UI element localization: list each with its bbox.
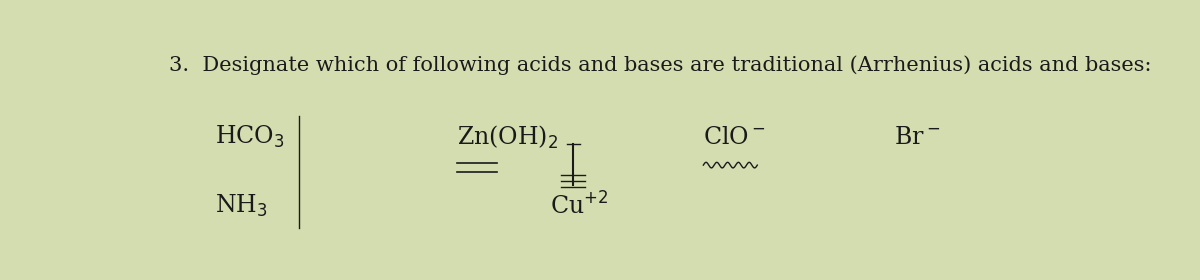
Text: ClO$^-$: ClO$^-$ <box>703 126 766 149</box>
Text: Zn(OH)$_2$: Zn(OH)$_2$ <box>457 123 558 151</box>
Text: 3.  Designate which of following acids and bases are traditional (Arrhenius) aci: 3. Designate which of following acids an… <box>168 55 1151 75</box>
Text: Cu$^{+2}$: Cu$^{+2}$ <box>550 192 608 220</box>
Text: Br$^-$: Br$^-$ <box>894 126 940 149</box>
Text: HCO$_3$: HCO$_3$ <box>215 124 284 150</box>
Text: NH$_3$: NH$_3$ <box>215 193 268 219</box>
